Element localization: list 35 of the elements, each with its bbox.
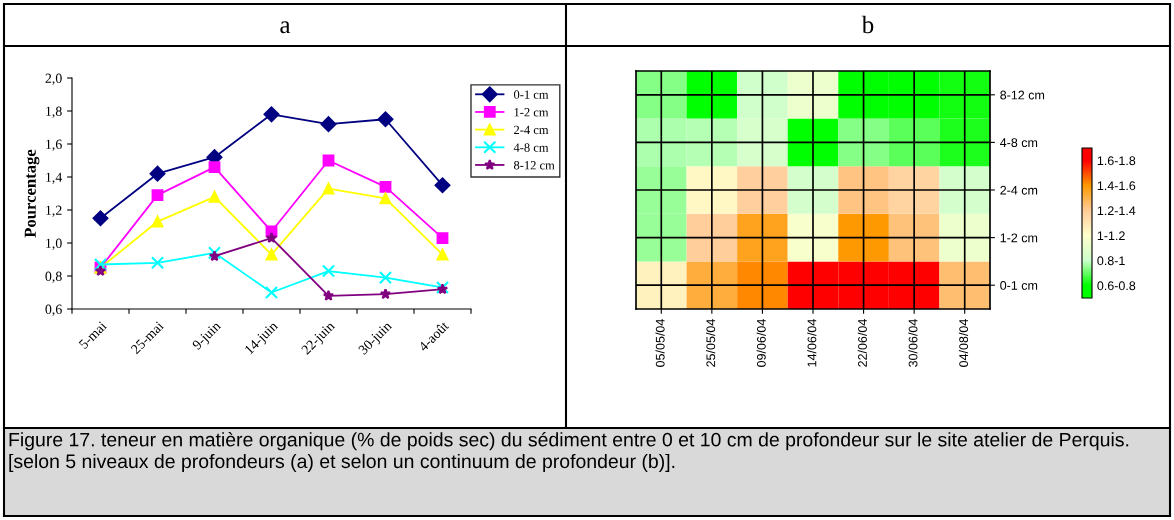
y-tick-label: 0,6 (45, 304, 62, 316)
x-tick-label: 05/05/04 (655, 319, 665, 367)
chart-title: a (280, 21, 291, 34)
y-tick-label: 1,0 (46, 238, 62, 250)
color-bar-label: 1.2-1.4 (1097, 206, 1136, 216)
y-tick-label: 2,0 (45, 73, 62, 85)
legend-label: 1-2 cm (514, 108, 549, 117)
y-tick-label: 0-1 cm (1000, 281, 1038, 290)
y-tick-label: 2-4 cm (1000, 185, 1038, 195)
color-bar-label: 0.8-1 (1097, 256, 1125, 266)
x-tick-label: 30/06/04 (908, 319, 918, 367)
y-tick-label: 1-2 cm (1000, 233, 1038, 243)
color-bar-label: 1.6-1.8 (1097, 156, 1136, 166)
caption: Figure 17. teneur en matière organique (% de poids sec) du sédiment entre 0 et 10 cm de profondeur sur le site atelier de Perquis. [selon 5 niveaux de profondeurs (a) et selon un continuum de profondeur (b)]. (9, 432, 1129, 472)
legend-label: 8-12 cm (513, 161, 555, 170)
y-tick-label: 8-12 cm (1000, 90, 1045, 100)
y-axis-title: Pourcentage (24, 149, 40, 238)
y-tick-label: 1,8 (46, 106, 62, 118)
x-tick-label: 14/06/04 (807, 319, 817, 367)
y-tick-label: 0,8 (45, 271, 62, 283)
legend-label: 4-8 cm (513, 143, 549, 152)
color-bar-label: 1.4-1.6 (1097, 181, 1136, 191)
x-tick-label: 04/08/04 (958, 319, 969, 367)
legend-label: 0-1 cm (513, 90, 549, 99)
y-tick-label: 1,2 (46, 205, 62, 217)
legend-label: 2-4 cm (514, 125, 549, 135)
x-tick-label: 25/05/04 (706, 319, 716, 367)
x-tick-label: 09/06/04 (756, 319, 766, 367)
y-tick-label: 1,6 (46, 139, 62, 151)
x-tick-label: 22/06/04 (857, 319, 867, 367)
y-tick-label: 4-8 cm (1000, 138, 1038, 148)
y-tick-label: 1,4 (46, 172, 63, 184)
color-bar-label: 1-1.2 (1097, 231, 1125, 241)
chart-title: b (861, 15, 874, 34)
color-bar-label: 0.6-0.8 (1097, 281, 1136, 291)
